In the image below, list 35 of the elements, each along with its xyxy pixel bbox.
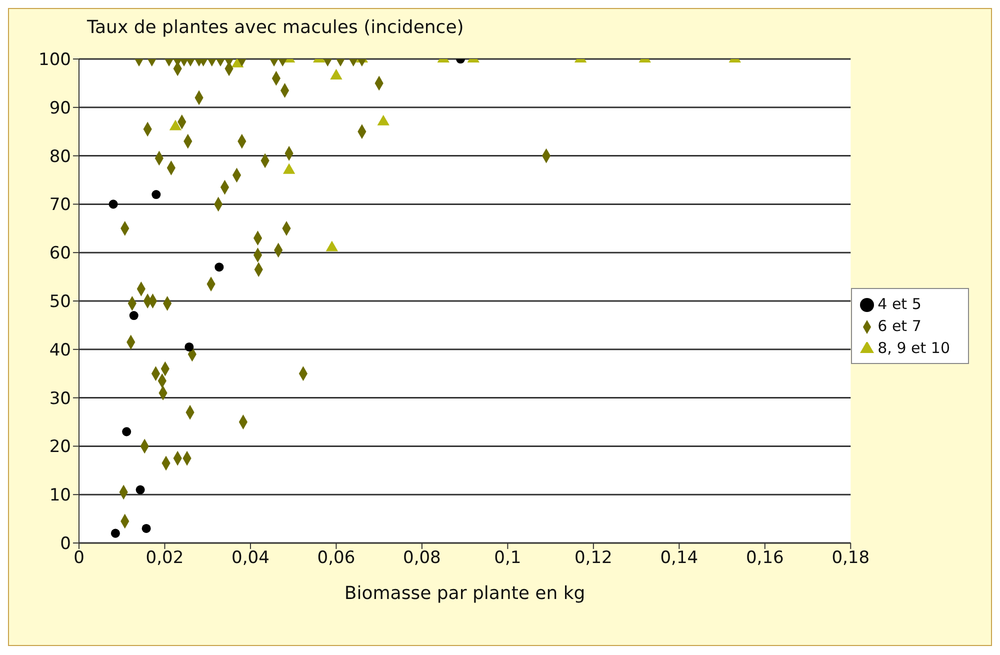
x-tick-label: 0,12: [574, 548, 612, 568]
y-tick-label: 90: [49, 98, 71, 118]
point: [108, 200, 118, 209]
y-tick-label: 100: [38, 50, 71, 70]
x-tick-label: 0: [74, 548, 84, 568]
y-tick-label: 80: [49, 146, 71, 167]
y-tick-label: 60: [49, 244, 71, 264]
point: [152, 190, 161, 200]
point: [136, 485, 145, 494]
y-tick-label: 20: [49, 437, 71, 458]
x-tick-label: 0,1: [494, 548, 522, 568]
y-tick-label: 0: [60, 534, 71, 554]
point: [122, 427, 132, 436]
y-tick-label: 10: [49, 486, 71, 506]
y-axis-title: Taux de plantes avec macules (incidence): [87, 17, 464, 38]
legend-label: 4 et 5: [878, 295, 922, 313]
y-tick-label: 70: [49, 195, 71, 216]
point: [184, 342, 194, 352]
x-tick-label: 0,14: [660, 548, 698, 568]
point: [214, 262, 224, 272]
x-tick-label: 0,16: [746, 548, 784, 568]
x-tick-label: 0,06: [317, 548, 356, 568]
legend-label: 8, 9 et 10: [878, 339, 950, 357]
point: [129, 311, 138, 320]
x-tick-label: 0,04: [232, 548, 270, 568]
point: [110, 528, 120, 538]
x-axis-title: Biomasse par plante en kg: [344, 583, 586, 604]
y-tick-label: 40: [49, 340, 71, 360]
y-tick-label: 30: [49, 388, 71, 409]
x-tick-label: 0,18: [832, 548, 870, 568]
x-tick-label: 0,08: [403, 548, 441, 568]
point: [142, 524, 151, 533]
x-tick-label: 0,02: [146, 548, 184, 568]
legend-label: 6 et 7: [878, 317, 922, 335]
y-tick-label: 50: [49, 292, 71, 312]
